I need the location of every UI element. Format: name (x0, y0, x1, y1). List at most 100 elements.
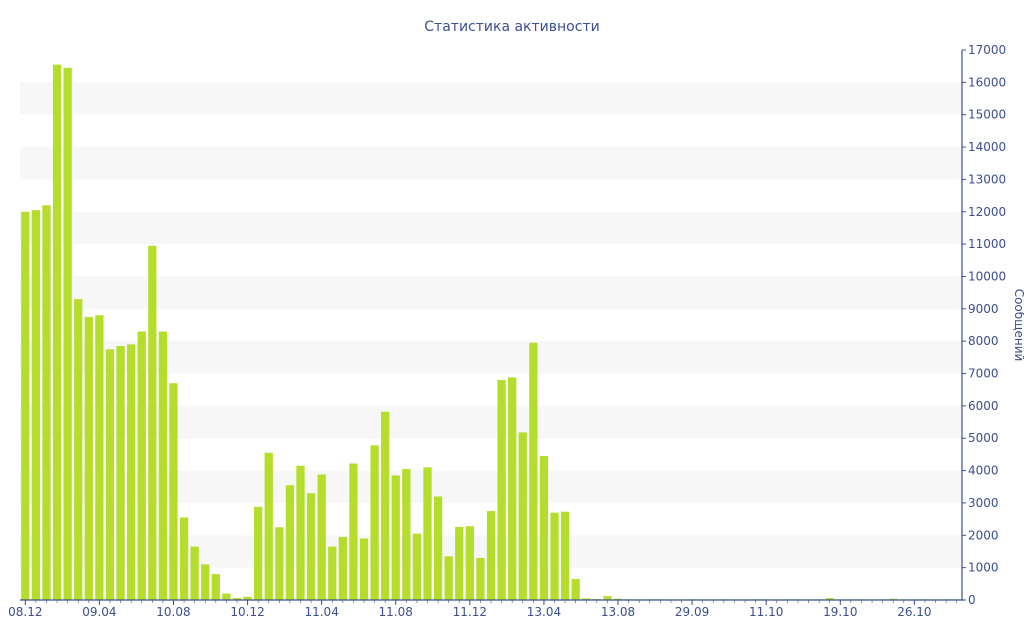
x-tick-label: 26.10 (897, 605, 931, 619)
bar (211, 574, 220, 600)
grid-band (20, 211, 962, 245)
x-tick-label: 11.04 (304, 605, 338, 619)
bar (84, 316, 93, 600)
y-tick-label: 15000 (968, 108, 1006, 122)
y-tick-label: 10000 (968, 269, 1006, 283)
bar (296, 465, 305, 600)
y-tick-label: 17000 (968, 43, 1006, 57)
bar (95, 315, 104, 600)
bar (275, 527, 284, 600)
bar (508, 377, 517, 600)
y-tick-label: 13000 (968, 172, 1006, 186)
bar (444, 556, 453, 600)
y-tick-label: 1000 (968, 561, 999, 575)
x-tick-label: 19.10 (823, 605, 857, 619)
bar (603, 596, 612, 600)
bar (338, 536, 347, 600)
bar (74, 299, 83, 600)
bar (518, 432, 527, 600)
chart-title: Статистика активности (424, 19, 599, 35)
grid-band (20, 147, 962, 180)
x-tick-label: 13.08 (601, 605, 635, 619)
bar (486, 511, 496, 600)
bar (550, 512, 559, 600)
bar (232, 598, 242, 600)
x-tick-label: 11.12 (453, 605, 487, 619)
bar (222, 593, 231, 600)
bar (349, 463, 358, 600)
y-tick-label: 3000 (968, 496, 999, 510)
bar (306, 493, 316, 600)
y-tick-label: 0 (968, 593, 976, 607)
bar (433, 496, 443, 600)
bar (127, 344, 136, 600)
bars-group (21, 64, 961, 601)
bar (31, 210, 41, 600)
y-tick-label: 9000 (968, 302, 999, 316)
bar (317, 474, 326, 600)
bar (889, 598, 898, 600)
x-tick-label: 13.04 (527, 605, 561, 619)
y-tick-label: 2000 (968, 528, 999, 542)
y-tick-label: 6000 (968, 399, 999, 413)
grid-band (20, 82, 962, 115)
bar (359, 538, 369, 600)
y-tick-label: 12000 (968, 205, 1006, 219)
axes-group: 0 1000 2000 3000 4000 5000 6000 7000 8000 9000 100… (8, 43, 1006, 619)
bar (529, 342, 538, 600)
y-tick-label: 8000 (968, 334, 999, 348)
bar (105, 349, 115, 600)
x-tick-label: 09.04 (82, 605, 116, 619)
y-tick-label: 11000 (968, 237, 1006, 251)
grid-band (20, 341, 962, 374)
x-tick-label: 10.12 (230, 605, 264, 619)
x-tick-label: 08.12 (8, 605, 42, 619)
bar (243, 596, 252, 600)
bar (825, 598, 834, 600)
grid-bands (20, 82, 962, 568)
bar (571, 578, 580, 600)
bar (465, 526, 474, 600)
bar (201, 564, 210, 600)
bar (21, 211, 30, 600)
x-tick-label: 11.08 (379, 605, 413, 619)
bar (285, 485, 295, 600)
y-tick-label: 5000 (968, 431, 999, 445)
bar (158, 331, 168, 600)
bar (391, 475, 400, 600)
bar (560, 511, 570, 600)
bar (179, 517, 189, 600)
bar (539, 456, 549, 600)
bar (254, 506, 263, 600)
bar (169, 383, 178, 600)
bar (402, 468, 411, 600)
bar (370, 445, 379, 600)
bar (116, 346, 125, 600)
y-tick-label: 4000 (968, 464, 999, 478)
bar (423, 467, 432, 600)
y-tick-label: 7000 (968, 367, 999, 381)
y-tick-label: 14000 (968, 140, 1006, 154)
bar (582, 598, 591, 600)
bar (455, 526, 464, 600)
bar (42, 205, 51, 601)
bar (264, 452, 273, 600)
x-tick-label: 10.08 (156, 605, 190, 619)
bar (328, 546, 337, 600)
grid-band (20, 276, 962, 309)
y-axis-label: Сообщений (1012, 289, 1024, 362)
x-tick-label: 11.10 (749, 605, 783, 619)
bar (476, 557, 485, 600)
bar (137, 331, 146, 600)
bar (52, 64, 62, 600)
bar (613, 598, 623, 600)
bar (190, 546, 199, 600)
bar (63, 67, 72, 601)
bar (148, 245, 157, 601)
y-tick-label: 16000 (968, 75, 1006, 89)
x-tick-label: 29.09 (675, 605, 709, 619)
bar (381, 411, 390, 600)
bar (497, 380, 506, 600)
bar (412, 533, 422, 600)
